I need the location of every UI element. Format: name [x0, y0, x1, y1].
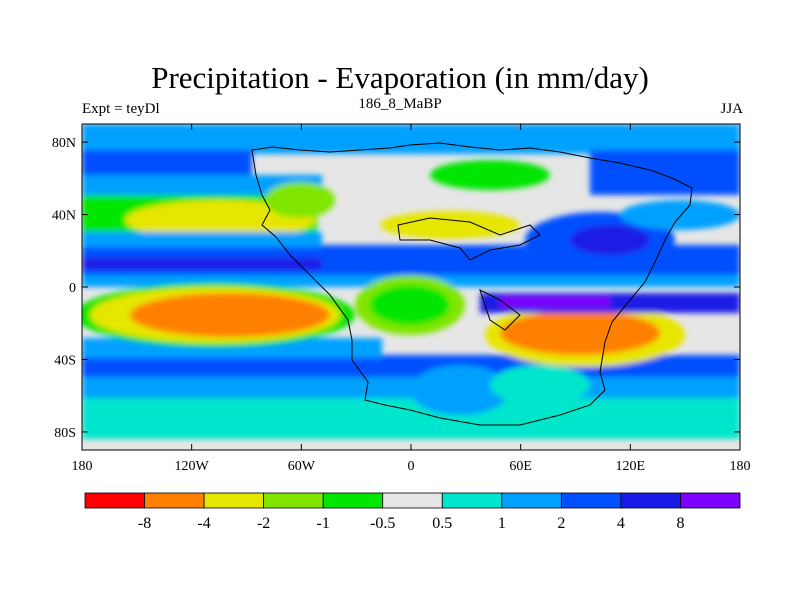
colorbar-swatch	[620, 492, 681, 509]
x-tick-label: 120W	[175, 459, 210, 474]
y-tick-label: 0	[69, 281, 76, 296]
plot-title: Precipitation - Evaporation (in mm/day)	[151, 60, 649, 95]
colorbar-swatch	[203, 492, 265, 509]
field-blob	[130, 293, 330, 337]
x-tick-label: 120E	[616, 459, 646, 474]
x-tick-label: 180	[72, 459, 93, 474]
field-blob	[380, 211, 520, 239]
x-tick-label: 0	[408, 459, 415, 474]
colorbar-label: 4	[617, 515, 625, 532]
field-blob	[500, 311, 660, 355]
colorbar-swatch	[382, 492, 443, 509]
x-tick-label: 60E	[509, 459, 532, 474]
coastline	[479, 289, 521, 331]
colorbar-swatch	[263, 492, 324, 509]
colorbar-swatch	[441, 492, 503, 509]
colorbar-label: -8	[138, 515, 151, 532]
experiment-label: Expt = teyDl	[82, 101, 160, 117]
colorbar-label: 0.5	[432, 515, 452, 532]
field-blob	[490, 365, 590, 405]
colorbar-swatch	[560, 492, 622, 509]
colorbar-swatch	[84, 492, 145, 509]
coastline	[397, 217, 541, 261]
colorbar-label: -2	[257, 515, 270, 532]
field-blob	[410, 365, 510, 415]
colorbar-swatch	[501, 492, 562, 509]
field-band	[500, 297, 610, 307]
map-axes: 180 120W 60W 0 60E 120E 180 80N 40N 0 40S 80S	[52, 124, 751, 474]
field-band	[82, 175, 322, 195]
colorbar-label: 2	[557, 515, 565, 532]
field-band	[82, 258, 322, 270]
colorbar-label: 1	[498, 515, 506, 532]
field-blob	[370, 285, 450, 325]
season-label: JJA	[720, 101, 743, 117]
y-tick-label: 40N	[52, 209, 76, 224]
y-tick-label: 80N	[52, 136, 76, 151]
colorbar: -8 -4 -2 -1 -0.5 0.5 1 2 4 8	[84, 492, 741, 532]
field-blob	[430, 160, 550, 190]
colorbar-swatch	[322, 492, 384, 509]
field-band	[82, 232, 322, 247]
field-blob	[570, 225, 650, 255]
field-band	[590, 150, 740, 195]
y-tick-label: 80S	[54, 426, 76, 441]
colorbar-label: -4	[197, 515, 210, 532]
field-band	[82, 425, 740, 439]
colorbar-label: 8	[676, 515, 684, 532]
coastline	[251, 142, 693, 426]
colorbar-label: -0.5	[370, 515, 395, 532]
colorbar-swatch	[680, 492, 741, 509]
time-label: 186_8_MaBP	[358, 96, 442, 112]
field-blob	[265, 182, 335, 218]
x-tick-label: 180	[730, 459, 751, 474]
colorbar-swatch	[144, 492, 205, 509]
map-plot	[82, 124, 740, 450]
field-blob	[620, 200, 740, 230]
y-tick-label: 40S	[54, 353, 76, 368]
x-tick-label: 60W	[288, 459, 316, 474]
colorbar-label: -1	[317, 515, 330, 532]
